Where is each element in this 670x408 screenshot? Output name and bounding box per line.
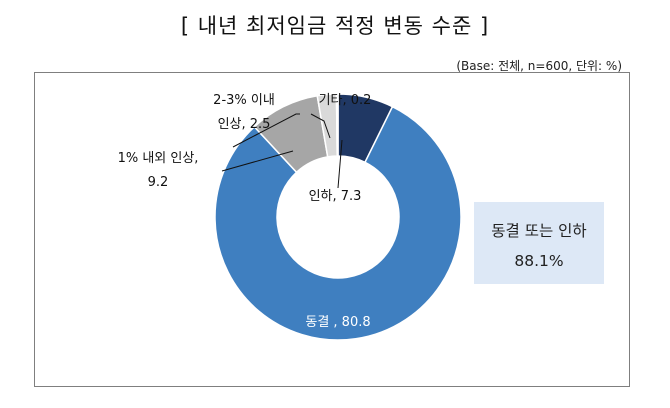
slice-1 bbox=[214, 105, 462, 341]
slice-label-0: 인하, 7.3 bbox=[309, 189, 362, 204]
leader-line-3 bbox=[232, 113, 300, 148]
slice-label-3: 2-3% 이내 인상, 2.5 bbox=[213, 93, 275, 132]
base-note: (Base: 전체, n=600, 단위: %) bbox=[456, 59, 622, 73]
summary-label: 동결 또는 인하 bbox=[491, 222, 587, 240]
summary-box: 동결 또는 인하 88.1% bbox=[474, 202, 604, 284]
chart-title: [ 내년 최저임금 적정 변동 수준 ] bbox=[180, 14, 490, 38]
chart-frame bbox=[34, 72, 630, 387]
slice-4 bbox=[335, 93, 339, 157]
slice-label-2: 1% 내외 인상, 9.2 bbox=[118, 151, 199, 190]
slice-label-4: 기타, 0.2 bbox=[319, 93, 372, 108]
leader-line-2 bbox=[221, 150, 294, 172]
leader-line-0 bbox=[337, 139, 343, 189]
leader-line-4 bbox=[310, 113, 331, 139]
summary-value: 88.1% bbox=[514, 252, 564, 270]
slice-label-1: 동결 , 80.8 bbox=[305, 315, 370, 330]
